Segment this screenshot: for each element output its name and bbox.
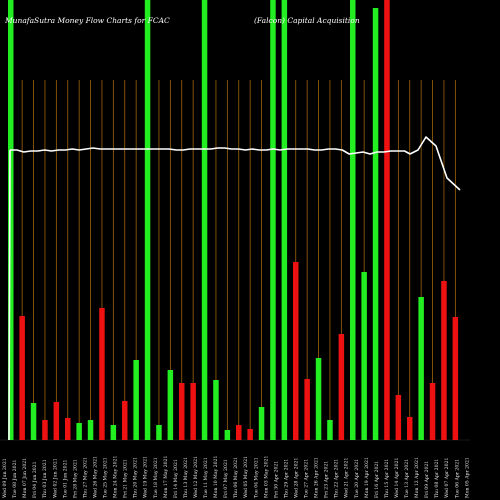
bar-green xyxy=(30,403,37,440)
x-tick-label: Fri 16 Apr 2021 xyxy=(374,461,380,498)
bar-red xyxy=(190,383,196,440)
bar-red xyxy=(441,281,447,440)
bar-green xyxy=(76,423,82,440)
x-tick-label: Wed 09 Jun 2021 xyxy=(2,458,8,498)
x-tick-label: Thu 15 Apr 2021 xyxy=(384,459,390,498)
bar-green xyxy=(418,297,424,440)
x-tick-label: Mon 10 May 2021 xyxy=(213,456,219,498)
bar-red xyxy=(293,262,299,440)
x-tick-label: Wed 19 May 2021 xyxy=(143,456,149,498)
bar-green xyxy=(87,420,94,440)
x-tick-label: Fri 14 May 2021 xyxy=(173,459,179,498)
bar-green xyxy=(315,358,322,440)
bar-red xyxy=(236,425,242,440)
bar-red xyxy=(122,401,128,440)
bar-red xyxy=(304,379,310,440)
x-tick-label: Fri 09 Apr 2021 xyxy=(424,461,430,498)
x-tick-label: Mon 07 Jun 2021 xyxy=(22,458,28,498)
x-tick-label: Tue 27 Apr 2021 xyxy=(304,459,310,498)
x-tick-label: Mon 05 Apr 2021 xyxy=(464,457,470,498)
x-tick-label: Mon 03 May 2021 xyxy=(263,456,269,498)
x-tick-label: Fri 23 Apr 2021 xyxy=(324,461,330,498)
bar-red xyxy=(384,0,390,440)
money-flow-line xyxy=(8,136,461,441)
bar-green xyxy=(372,8,379,440)
bar-green xyxy=(327,420,333,440)
x-tick-label: Wed 12 May 2021 xyxy=(193,456,199,498)
bar-green xyxy=(133,360,139,440)
bar-red xyxy=(429,383,436,440)
x-tick-label: Fri 07 May 2021 xyxy=(223,459,229,498)
bar-green xyxy=(167,370,174,440)
x-tick-label: Tue 08 Jun 2021 xyxy=(12,460,18,498)
x-tick-label: Wed 26 May 2021 xyxy=(93,456,99,498)
bar-green xyxy=(213,380,219,440)
x-tick-label: Mon 12 Apr 2021 xyxy=(414,457,420,498)
x-tick-label: Thu 13 May 2021 xyxy=(183,457,189,498)
bar-green xyxy=(361,272,367,440)
bar-green xyxy=(201,0,208,440)
chart-title: MunafaSutra Money Flow Charts for FCAC xyxy=(4,16,170,25)
bar-red xyxy=(19,316,25,440)
x-tick-label: Fri 21 May 2021 xyxy=(123,459,129,498)
x-tick-label: Fri 28 May 2021 xyxy=(72,459,78,498)
x-tick-label: Tue 18 May 2021 xyxy=(153,457,159,498)
bars xyxy=(8,0,459,440)
x-tick-label: Thu 27 May 2021 xyxy=(82,457,88,498)
x-tick-label: Mon 17 May 2021 xyxy=(163,456,169,498)
bar-green xyxy=(8,0,14,440)
line-start-segment xyxy=(8,149,11,441)
bar-green xyxy=(258,407,265,440)
bar-green xyxy=(110,425,117,440)
x-tick-label: Mon 26 Apr 2021 xyxy=(314,457,320,498)
bar-red xyxy=(53,402,60,440)
x-tick-labels: Wed 09 Jun 2021 Tue 08 Jun 2021 Mon 07 Jun… xyxy=(2,456,470,498)
bar-green xyxy=(156,425,162,440)
bar-red xyxy=(99,308,105,440)
x-tick-label: Wed 28 Apr 2021 xyxy=(294,458,300,498)
x-tick-label: Thu 08 Apr 2021 xyxy=(434,459,440,498)
x-tick-label: Mon 24 May 2021 xyxy=(113,456,119,498)
bar-green xyxy=(281,0,288,440)
x-tick-label: Tue 06 Apr 2021 xyxy=(454,459,460,498)
x-tick-label: Tue 01 Jun 2021 xyxy=(62,460,68,498)
x-tick-label: Wed 07 Apr 2021 xyxy=(444,458,450,498)
x-tick-label: Tue 25 May 2021 xyxy=(103,457,109,498)
bar-red xyxy=(247,429,253,440)
x-tick-label: Thu 03 Jun 2021 xyxy=(42,459,48,498)
x-tick-label: Fri 30 Apr 2021 xyxy=(273,461,279,498)
x-tick-label: Thu 06 May 2021 xyxy=(233,457,239,498)
x-tick-label: Fri 04 Jun 2021 xyxy=(32,461,38,498)
x-tick-label: Wed 02 Jun 2021 xyxy=(52,458,58,498)
money-flow-path xyxy=(10,136,461,191)
bar-red xyxy=(452,317,459,440)
x-tick-label: Thu 29 Apr 2021 xyxy=(283,459,289,498)
x-tick-label: Mon 19 Apr 2021 xyxy=(364,457,370,498)
bar-red xyxy=(65,418,71,440)
x-tick-label: Wed 05 May 2021 xyxy=(243,456,249,498)
x-tick-label: Wed 14 Apr 2021 xyxy=(394,458,400,498)
x-tick-label: Thu 20 May 2021 xyxy=(133,457,139,498)
bar-red xyxy=(179,383,185,440)
bar-green xyxy=(270,0,276,440)
bar-red xyxy=(407,417,413,440)
x-tick-label: Tue 04 May 2021 xyxy=(253,457,259,498)
x-tick-label: Tue 20 Apr 2021 xyxy=(354,459,360,498)
bar-green xyxy=(350,0,356,440)
x-tick-label: Tue 11 May 2021 xyxy=(203,457,209,498)
bar-green xyxy=(224,430,231,440)
bar-red xyxy=(395,395,402,440)
grid-lines xyxy=(0,80,470,441)
x-tick-label: Tue 13 Apr 2021 xyxy=(404,459,410,498)
x-tick-label: Thu 22 Apr 2021 xyxy=(334,459,340,498)
bar-green xyxy=(144,0,151,440)
chart-subtitle: (Falcon) Capital Acquisition xyxy=(254,16,360,25)
bar-red xyxy=(42,420,48,440)
bar-red xyxy=(338,334,345,440)
x-tick-label: Wed 21 Apr 2021 xyxy=(344,458,350,498)
